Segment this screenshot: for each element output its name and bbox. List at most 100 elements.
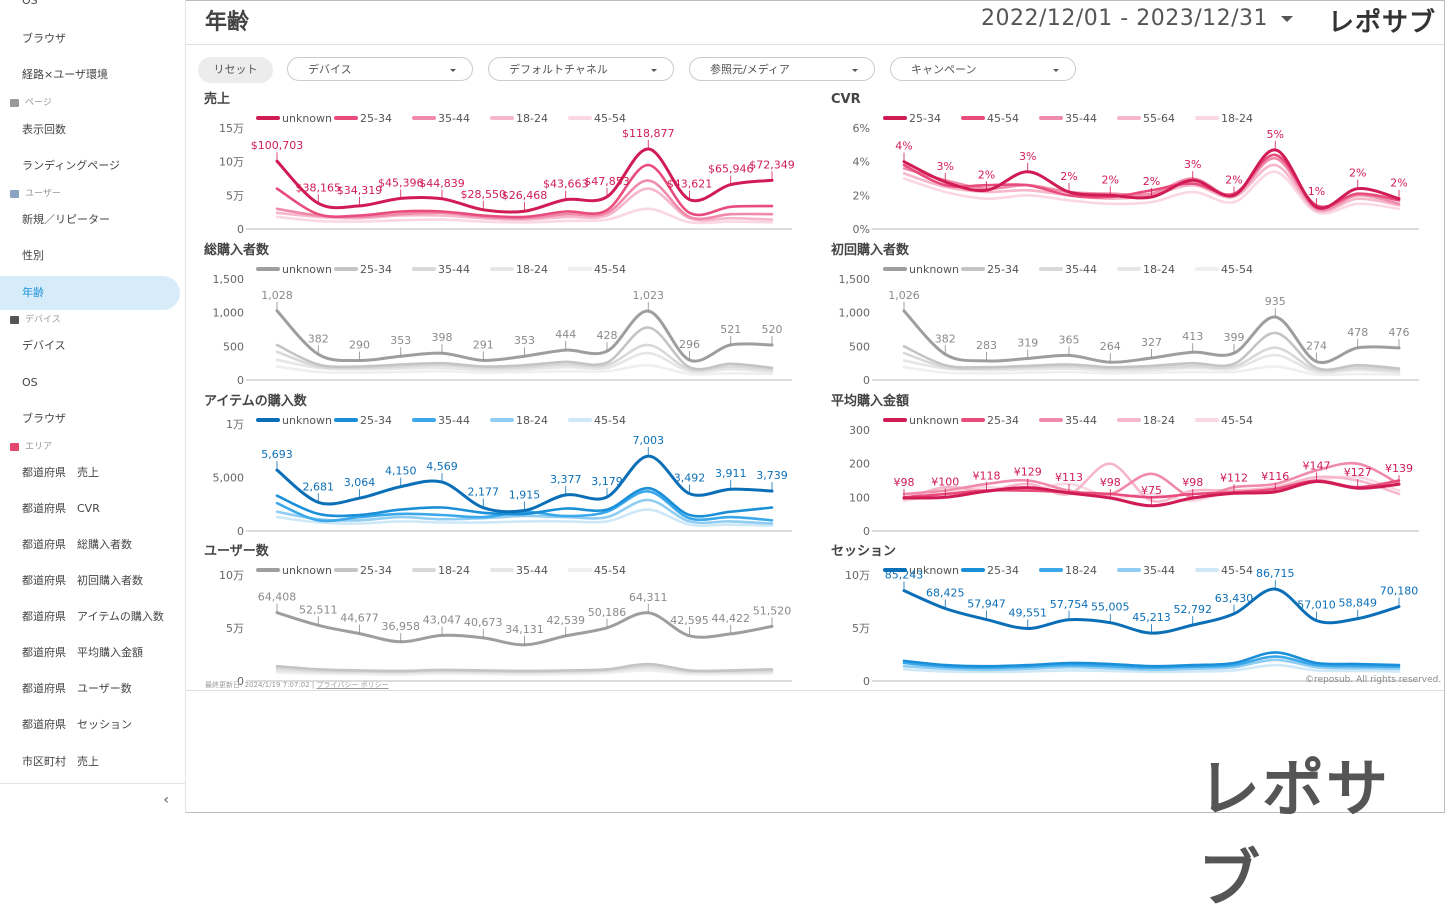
data-label: 64,311 (629, 591, 668, 604)
data-label: 3,377 (550, 473, 582, 486)
channel-filter[interactable]: デフォルトチャネル (488, 57, 674, 81)
data-label: 63,430 (1215, 592, 1254, 605)
chart-sessions: セッション unknown 25-34 18-24 35-44 45-54 0 5万 10万 85… (831, 544, 1419, 688)
data-label: 44,677 (340, 612, 379, 625)
data-label: $118,877 (622, 127, 675, 140)
y-tick-label: 1,000 (839, 307, 871, 320)
data-label: 2% (1349, 167, 1366, 180)
series-line (275, 343, 774, 372)
data-label: 85,243 (885, 569, 924, 582)
sidebar-item[interactable]: 都道府県 CVR (22, 502, 100, 515)
sidebar-item[interactable]: ブラウザ (22, 412, 66, 425)
legend-label: unknown (282, 414, 332, 427)
privacy-policy-link[interactable]: プライバシー ポリシー (316, 681, 389, 689)
sidebar-item[interactable]: OS (22, 0, 38, 7)
sidebar-item[interactable]: 都道府県 平均購入金額 (22, 646, 143, 659)
data-label: ¥116 (1261, 470, 1289, 483)
sidebar-item[interactable]: 経路×ユーザ環境 (22, 68, 108, 81)
y-tick-label: 0% (853, 223, 870, 236)
source-filter[interactable]: 参照元/メディア (689, 57, 875, 81)
device-filter[interactable]: デバイス (287, 57, 473, 81)
sidebar-footer: ‹ (0, 783, 185, 813)
sidebar-item[interactable]: 都道府県 総購入者数 (22, 538, 132, 551)
data-label: 382 (308, 332, 329, 345)
legend-label: 18-24 (1221, 112, 1253, 125)
data-label: 478 (1347, 326, 1368, 339)
data-label: 327 (1141, 336, 1162, 349)
y-tick-label: 500 (849, 340, 870, 353)
y-tick-label: 1,500 (839, 273, 871, 286)
data-label: 52,792 (1174, 603, 1213, 616)
sidebar-item[interactable]: 都道府県 セッション (22, 718, 132, 731)
data-label: 353 (390, 334, 411, 347)
legend-label: 45-54 (594, 263, 626, 276)
data-label: $28,550 (461, 188, 507, 201)
data-label: 319 (1017, 337, 1038, 350)
legend-label: 45-54 (594, 414, 626, 427)
y-tick-label: 1,500 (213, 273, 245, 286)
legend-label: 18-24 (1143, 414, 1175, 427)
data-label: 398 (432, 331, 453, 344)
data-label: 3% (937, 160, 954, 173)
reset-button[interactable]: リセット (198, 57, 273, 83)
collapse-sidebar-icon[interactable]: ‹ (163, 792, 169, 808)
data-label: 444 (555, 328, 576, 341)
data-label: 365 (1059, 333, 1080, 346)
sidebar-item[interactable]: 市区町村 売上 (22, 755, 99, 768)
sidebar-item[interactable]: 都道府県 初回購入者数 (22, 574, 143, 587)
sidebar-item[interactable]: OS (22, 376, 38, 389)
y-tick-label: 0 (237, 223, 244, 236)
data-label: 1,915 (509, 489, 541, 502)
sidebar-item[interactable]: 都道府県 売上 (22, 466, 99, 479)
y-tick-label: 0 (237, 675, 244, 688)
sidebar-item[interactable]: デバイス (22, 339, 66, 352)
legend-label: 45-54 (1221, 263, 1253, 276)
data-label: 2% (1143, 175, 1160, 188)
data-label: $43,663 (543, 178, 589, 191)
chart-items: アイテムの購入数 unknown 25-34 35-44 18-24 45-54 0 5,00… (204, 393, 792, 538)
sidebar-item[interactable]: 年齢 (0, 276, 180, 310)
section-icon (10, 98, 19, 107)
data-label: $43,621 (667, 178, 713, 191)
sidebar-item[interactable]: 新規／リピーター (22, 213, 110, 226)
chart-title: 売上 (204, 91, 230, 107)
brand-logo-large: レポサブ (1198, 752, 1391, 915)
campaign-filter[interactable]: キャンペーン (890, 57, 1076, 81)
data-label: 2% (978, 168, 995, 181)
data-label: 42,595 (670, 614, 709, 627)
y-tick-label: 4% (853, 156, 870, 169)
data-label: 3% (1184, 158, 1201, 171)
brand-logo: レポサブ (1328, 8, 1437, 38)
legend-label: 25-34 (987, 263, 1019, 276)
series-line (902, 331, 1401, 372)
y-tick-label: 0 (863, 374, 870, 387)
date-range-picker[interactable]: 2022/12/01 - 2023/12/31 (981, 6, 1269, 31)
data-label: 2% (1225, 173, 1242, 186)
series-line (902, 170, 1401, 215)
sidebar-section-header: デバイス (10, 313, 61, 327)
data-label: 45,213 (1132, 611, 1171, 624)
sidebar-item[interactable]: 性別 (22, 249, 44, 262)
campaign-filter-label: キャンペーン (911, 63, 977, 76)
series-line (902, 365, 1401, 377)
data-label: 2,177 (468, 486, 500, 499)
y-tick-label: 200 (849, 458, 870, 471)
chevron-down-icon[interactable] (1281, 16, 1293, 22)
sidebar-section-header: エリア (10, 440, 52, 454)
sidebar-item[interactable]: 都道府県 ユーザー数 (22, 682, 132, 695)
data-label: 4% (895, 140, 912, 153)
series-line (275, 351, 774, 374)
series-line (275, 486, 774, 518)
data-label: 3,179 (591, 475, 623, 488)
legend-label: unknown (282, 112, 332, 125)
data-label: 4,150 (385, 465, 417, 478)
sidebar-item[interactable]: 都道府県 アイテムの購入数 (22, 610, 164, 623)
sidebar-item[interactable]: ランディングページ (22, 159, 121, 172)
sidebar-item[interactable]: 表示回数 (22, 123, 66, 136)
data-label: $100,703 (251, 139, 304, 152)
data-label: ¥139 (1385, 462, 1413, 475)
data-label: 68,425 (926, 586, 965, 599)
sidebar-item[interactable]: ブラウザ (22, 32, 66, 45)
chart-title: 初回購入者数 (831, 242, 910, 258)
